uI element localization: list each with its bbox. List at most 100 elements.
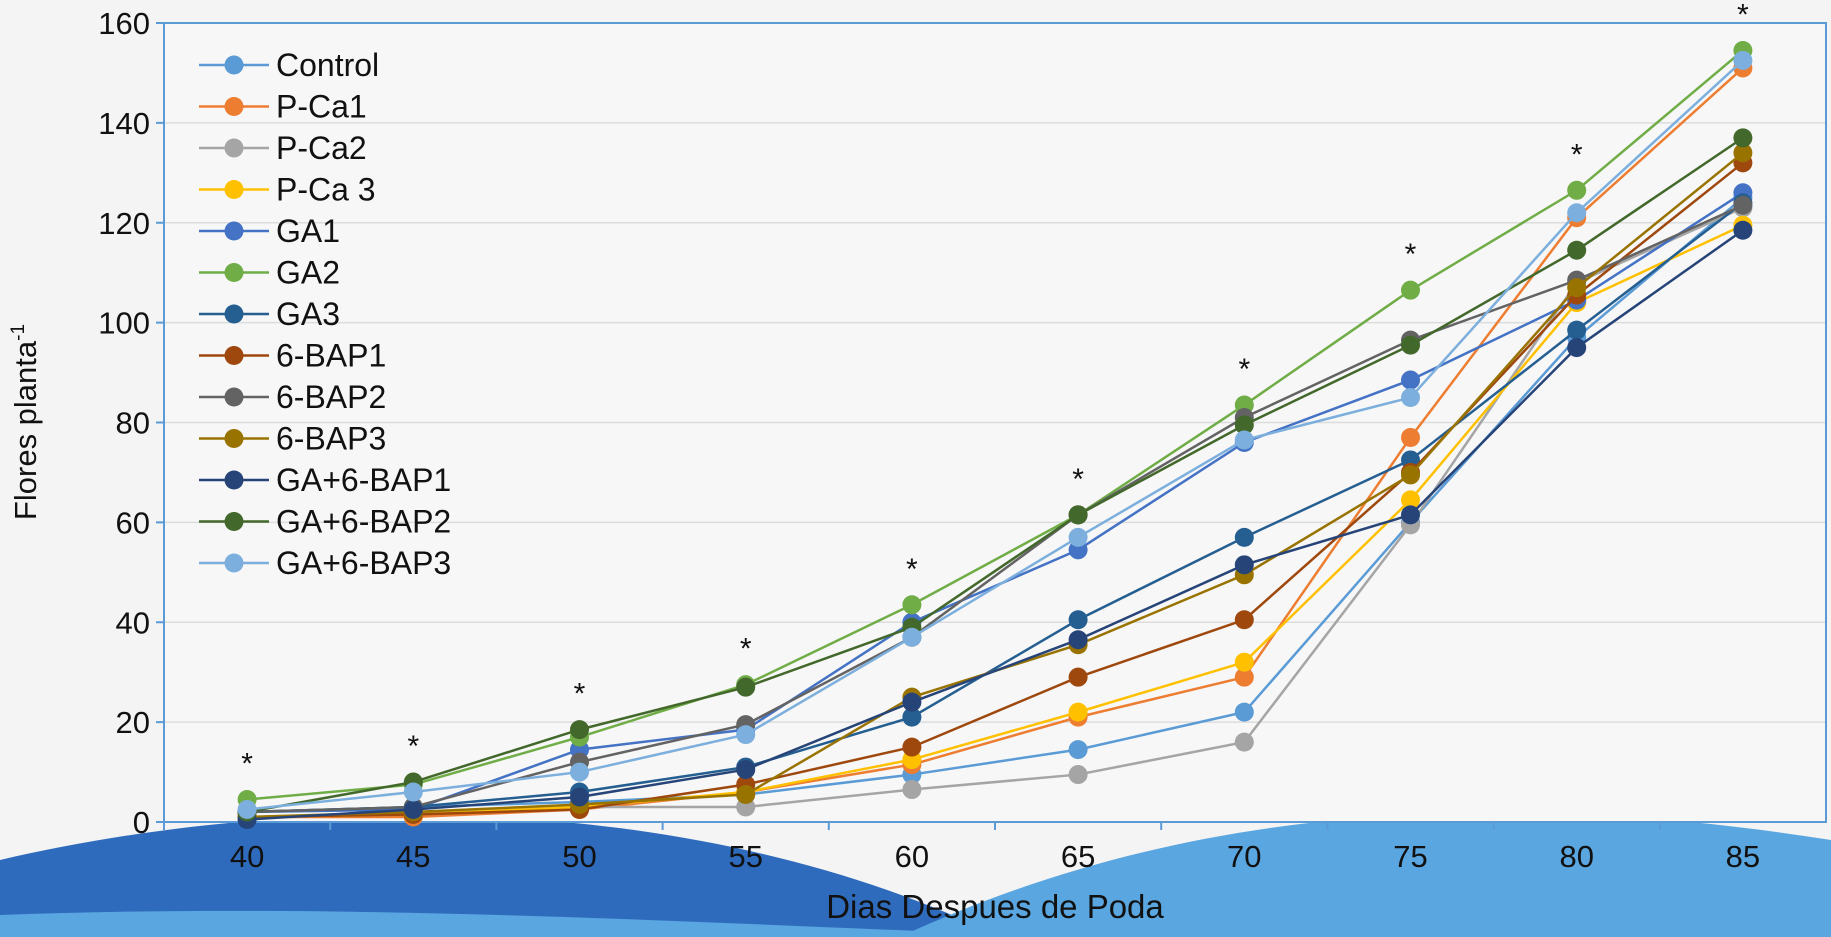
x-tick-label: 45: [396, 839, 430, 874]
legend-label: GA2: [276, 255, 340, 291]
data-point: [1235, 430, 1254, 449]
x-tick-label: 75: [1393, 839, 1427, 874]
data-point: [1733, 196, 1752, 215]
legend-marker: [225, 305, 244, 324]
legend-label: GA1: [276, 213, 340, 249]
data-point: [902, 693, 921, 712]
x-tick-label: 65: [1061, 839, 1095, 874]
y-tick-label: 120: [98, 206, 150, 241]
data-point: [404, 800, 423, 819]
significance-mark: *: [574, 678, 586, 711]
data-point: [902, 628, 921, 647]
data-point: [404, 783, 423, 802]
data-point: [1069, 668, 1088, 687]
data-point: [1567, 278, 1586, 297]
legend-label: GA+6-BAP1: [276, 462, 451, 498]
legend-label: GA3: [276, 296, 340, 332]
legend-marker: [225, 139, 244, 158]
legend-marker: [225, 56, 244, 75]
data-point: [736, 760, 755, 779]
significance-mark: *: [1571, 138, 1583, 171]
legend-label: P-Ca1: [276, 89, 367, 125]
significance-mark: *: [1405, 238, 1417, 271]
data-point: [1069, 703, 1088, 722]
x-tick-label: 85: [1726, 839, 1760, 874]
data-point: [1567, 241, 1586, 260]
legend-marker: [225, 263, 244, 282]
x-tick-label: 40: [230, 839, 264, 874]
data-point: [1235, 610, 1254, 629]
data-point: [1401, 336, 1420, 355]
legend-label: 6-BAP1: [276, 338, 386, 374]
chart: 02040608010012014016040*45*50*55*60*65*7…: [0, 0, 1831, 937]
legend-label: P-Ca 3: [276, 172, 376, 208]
x-tick-label: 60: [895, 839, 929, 874]
legend-label: GA+6-BAP3: [276, 545, 451, 581]
significance-mark: *: [1238, 353, 1250, 386]
data-point: [1235, 555, 1254, 574]
x-tick-label: 55: [728, 839, 762, 874]
data-point: [1401, 505, 1420, 524]
data-point: [1401, 388, 1420, 407]
legend-marker: [225, 554, 244, 573]
y-tick-label: 40: [116, 605, 150, 640]
data-point: [1235, 653, 1254, 672]
legend-label: 6-BAP2: [276, 379, 386, 415]
data-point: [1069, 505, 1088, 524]
data-point: [902, 738, 921, 757]
x-tick-label: 70: [1227, 839, 1261, 874]
legend-marker: [225, 346, 244, 365]
significance-mark: *: [1072, 463, 1084, 496]
legend-label: 6-BAP3: [276, 421, 386, 457]
data-point: [1567, 181, 1586, 200]
data-point: [1401, 465, 1420, 484]
data-point: [736, 725, 755, 744]
significance-mark: *: [740, 633, 752, 666]
x-tick-label: 50: [562, 839, 596, 874]
significance-mark: *: [241, 748, 253, 781]
legend-marker: [225, 429, 244, 448]
data-point: [902, 595, 921, 614]
x-axis-label: Dias Despues de Poda: [826, 888, 1164, 925]
y-tick-label: 160: [98, 6, 150, 41]
data-point: [902, 780, 921, 799]
data-point: [1069, 740, 1088, 759]
y-tick-label: 0: [133, 805, 150, 840]
y-tick-label: 80: [116, 406, 150, 441]
data-point: [238, 800, 257, 819]
legend-marker: [225, 388, 244, 407]
y-label-sup: -1: [8, 324, 29, 341]
y-tick-label: 60: [116, 505, 150, 540]
data-point: [1567, 203, 1586, 222]
data-point: [570, 763, 589, 782]
y-axis-label: Flores planta-1: [8, 324, 43, 520]
legend-label: GA+6-BAP2: [276, 504, 451, 540]
data-point: [1235, 528, 1254, 547]
y-tick-label: 20: [116, 705, 150, 740]
data-point: [1069, 765, 1088, 784]
significance-mark: *: [407, 730, 419, 763]
y-label-main: Flores planta: [8, 340, 43, 520]
data-point: [1401, 281, 1420, 300]
data-point: [1567, 338, 1586, 357]
data-point: [1401, 428, 1420, 447]
y-tick-label: 100: [98, 306, 150, 341]
data-point: [570, 788, 589, 807]
legend-marker: [225, 97, 244, 116]
legend-marker: [225, 222, 244, 241]
data-point: [1733, 51, 1752, 70]
data-point: [570, 720, 589, 739]
data-point: [1235, 703, 1254, 722]
legend-marker: [225, 471, 244, 490]
legend-label: Control: [276, 47, 379, 83]
data-point: [1235, 733, 1254, 752]
data-point: [1401, 371, 1420, 390]
data-point: [1069, 630, 1088, 649]
data-point: [1567, 321, 1586, 340]
data-point: [1069, 528, 1088, 547]
data-point: [1733, 221, 1752, 240]
data-point: [736, 785, 755, 804]
data-point: [1069, 610, 1088, 629]
significance-mark: *: [1737, 0, 1749, 31]
significance-mark: *: [906, 553, 918, 586]
